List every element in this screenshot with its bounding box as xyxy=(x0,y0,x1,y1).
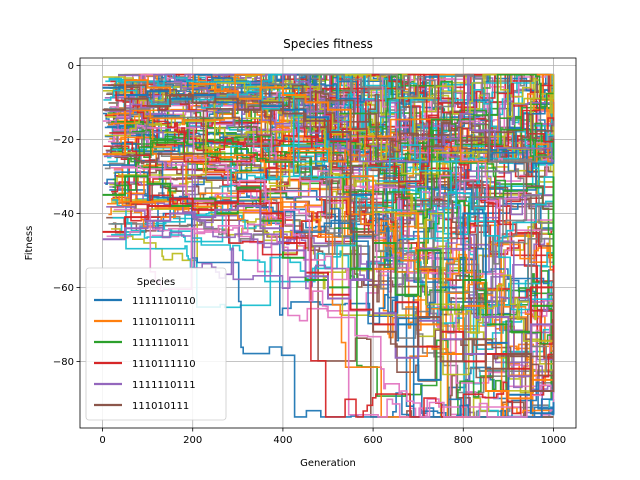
background-series-line xyxy=(102,90,555,220)
background-series-line xyxy=(106,73,554,245)
legend-entry-label: 1110111110 xyxy=(132,359,196,370)
x-tick-label: 400 xyxy=(273,435,292,446)
y-tick-label: −20 xyxy=(53,135,74,146)
legend-entry-label: 111010111 xyxy=(132,401,189,412)
y-axis-ticks: 0 −20 −40 −60 −80 xyxy=(53,61,80,368)
background-series-line xyxy=(296,99,554,295)
background-series-line xyxy=(113,208,554,418)
legend-entry-label: 1110110111 xyxy=(132,317,196,328)
background-series-line xyxy=(112,73,554,224)
chart-title: Species fitness xyxy=(283,37,373,51)
legend-entry-label: 1111110111 xyxy=(132,380,196,391)
background-series-line xyxy=(110,167,555,418)
background-series-line xyxy=(112,99,555,163)
x-axis-label: Generation xyxy=(300,458,356,469)
background-series-line xyxy=(346,162,554,376)
y-tick-label: −80 xyxy=(53,357,74,368)
legend-box xyxy=(85,267,227,421)
background-series-line xyxy=(217,73,554,118)
legend-entry-label: 1111110110 xyxy=(132,296,196,307)
background-series-line xyxy=(391,73,554,163)
y-axis-label: Fitness xyxy=(24,226,35,261)
legend: Species 11111101101110110111111111011111… xyxy=(85,267,227,421)
background-series-line xyxy=(328,73,554,183)
x-tick-label: 200 xyxy=(183,435,202,446)
x-tick-label: 600 xyxy=(364,435,383,446)
x-tick-label: 0 xyxy=(99,435,105,446)
plot-area xyxy=(79,57,577,429)
background-series-line xyxy=(108,73,554,163)
x-tick-label: 800 xyxy=(454,435,473,446)
series-line-111010111 xyxy=(102,94,555,392)
background-series-line xyxy=(103,89,554,242)
background-series-line xyxy=(106,197,554,388)
y-tick-label: 0 xyxy=(68,61,74,72)
x-tick-label: 1000 xyxy=(541,435,566,446)
series-line-1111110110 xyxy=(102,86,555,415)
background-series-line xyxy=(339,73,555,163)
background-series-line xyxy=(112,109,554,253)
background-series-line xyxy=(386,143,555,191)
legend-entry-label: 111111011 xyxy=(132,338,189,349)
series-lines xyxy=(102,79,555,415)
y-tick-label: −40 xyxy=(53,209,74,220)
y-tick-label: −60 xyxy=(53,283,74,294)
legend-title: Species xyxy=(137,277,176,288)
x-axis-ticks: 0 200 400 600 800 1000 xyxy=(99,428,566,446)
background-series-line xyxy=(111,73,555,342)
legend-items: 1111110110 1110110111 111111011 1110111110 1… xyxy=(94,296,196,412)
background-series-line xyxy=(115,73,554,163)
axes-frame xyxy=(79,57,577,429)
